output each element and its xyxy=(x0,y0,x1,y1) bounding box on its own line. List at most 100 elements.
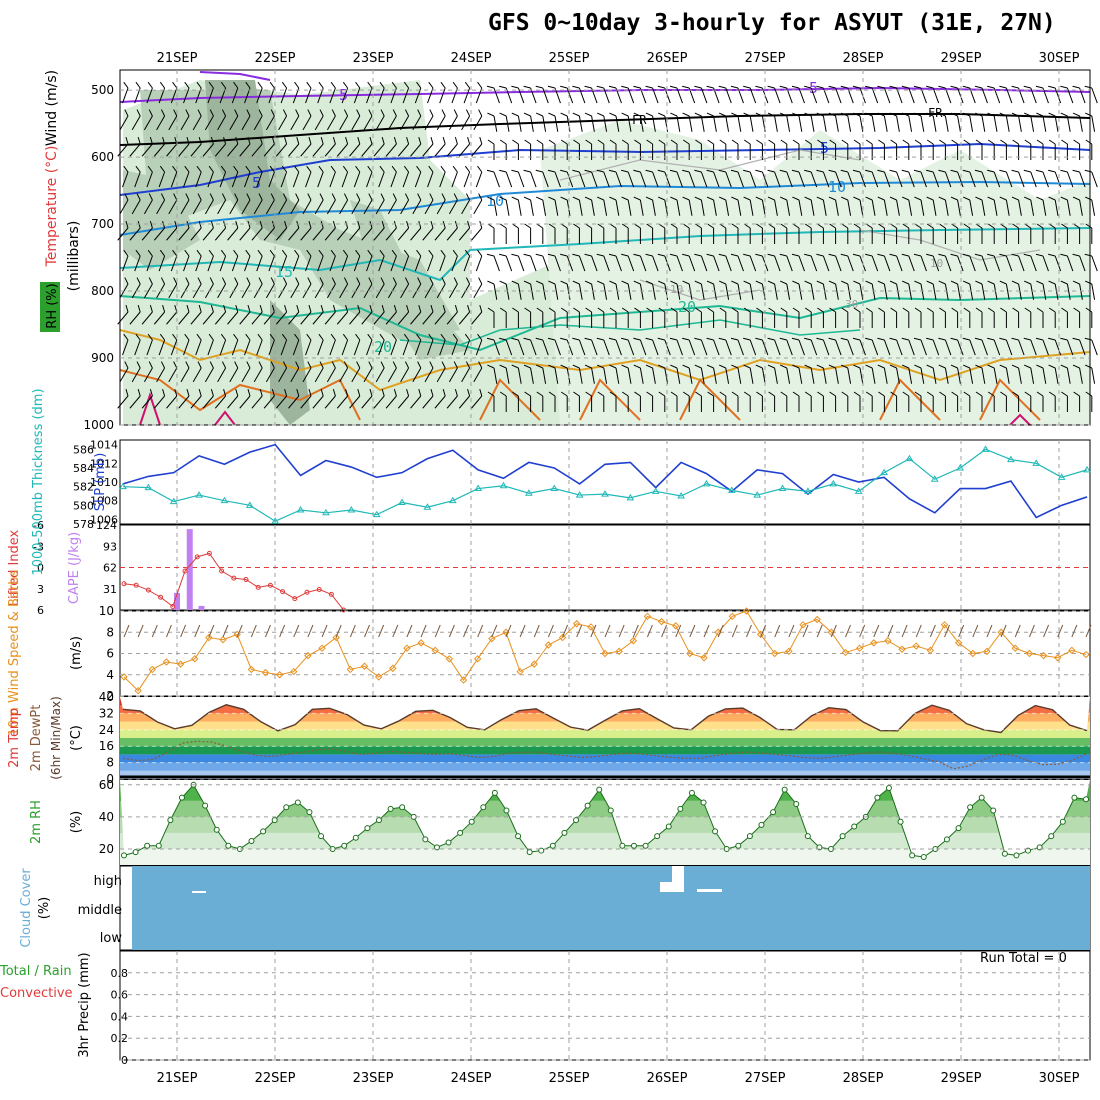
barb-shaft xyxy=(448,283,458,299)
barb-shaft xyxy=(920,339,927,356)
wind-barb xyxy=(439,333,446,356)
wind-barb xyxy=(658,307,666,328)
barb-flag xyxy=(962,364,971,369)
wind-barb xyxy=(560,307,568,328)
barb-shaft xyxy=(190,143,202,157)
barb-shaft xyxy=(256,255,263,272)
barb-flag xyxy=(853,223,861,229)
barb-shaft xyxy=(1030,115,1035,132)
wind-barb xyxy=(141,388,153,409)
barb-flag xyxy=(950,337,958,341)
barb-shaft xyxy=(896,115,900,132)
barb-flag xyxy=(706,280,714,285)
wind-barb xyxy=(743,364,754,384)
surface-barb xyxy=(1085,624,1092,638)
wind-barb xyxy=(535,253,549,272)
wind-barb xyxy=(351,361,361,383)
barb-flag xyxy=(512,223,519,229)
barb-shaft xyxy=(822,255,830,272)
barb-flag xyxy=(597,139,605,145)
barb-shaft xyxy=(1030,171,1037,188)
barb-flag xyxy=(926,169,934,173)
surface-barb xyxy=(1028,624,1035,638)
barb-flag xyxy=(914,112,922,117)
surface-barb xyxy=(349,624,356,638)
barb-flag xyxy=(560,223,568,229)
barb-flag xyxy=(391,165,397,173)
wind-barb xyxy=(1048,112,1059,132)
barb-flag xyxy=(429,361,434,369)
wind-barb xyxy=(1011,337,1025,356)
barb-flag xyxy=(499,223,507,229)
barb-flag xyxy=(572,169,580,173)
barb-flag xyxy=(695,307,702,313)
barb-flag xyxy=(148,361,153,369)
rh-marker xyxy=(167,817,174,824)
barb-shaft xyxy=(231,87,239,104)
wind-barb xyxy=(170,81,178,104)
thickness-marker xyxy=(144,483,153,491)
wind-barb xyxy=(1024,391,1032,412)
wind-barb xyxy=(312,388,324,409)
cloud-tick: high xyxy=(94,874,122,889)
barb-flag xyxy=(987,364,995,369)
barb-flag xyxy=(148,193,153,201)
barb-shaft xyxy=(932,115,937,132)
barb-flag xyxy=(779,253,787,257)
wind-barb xyxy=(950,364,961,384)
wind-barb xyxy=(695,307,702,328)
barb-flag xyxy=(670,112,678,117)
barb-flag xyxy=(950,364,958,369)
barb-shaft xyxy=(688,367,693,384)
wind-barb xyxy=(670,364,681,384)
wind-barb xyxy=(621,307,629,328)
wind-barb xyxy=(361,304,373,325)
barb-flag xyxy=(306,165,312,173)
wind-barb xyxy=(397,304,410,325)
pressure-tick: 1000 xyxy=(83,418,114,432)
rh-marker xyxy=(596,786,603,793)
surface-barb xyxy=(972,624,979,638)
barb-shaft xyxy=(896,171,903,188)
barb-flag xyxy=(987,391,995,397)
wind-marker xyxy=(247,665,256,674)
surface-barb xyxy=(392,624,399,638)
barb-shaft xyxy=(214,227,226,241)
barb-flag xyxy=(926,223,934,229)
barb-flag xyxy=(755,337,763,341)
wind-barb xyxy=(853,391,861,412)
wind-barb xyxy=(448,193,458,215)
barb-flag xyxy=(816,253,824,257)
barb-flag xyxy=(270,277,275,285)
wind-barb xyxy=(397,220,410,241)
barb-shaft xyxy=(542,171,549,188)
barb-shaft xyxy=(361,311,373,325)
wind-barb xyxy=(292,165,300,188)
barb-flag xyxy=(706,169,714,173)
wind-barb xyxy=(486,253,500,272)
barb-flag xyxy=(669,337,678,341)
thickness-tick: 578 xyxy=(73,518,94,531)
barb-flag xyxy=(621,307,629,313)
barb-flag xyxy=(430,388,434,397)
wind-marker xyxy=(884,637,892,645)
barb-shaft xyxy=(397,143,409,157)
barb-shaft xyxy=(134,171,141,188)
wind-barb xyxy=(573,307,580,328)
wind-barb xyxy=(840,169,854,188)
barb-shaft xyxy=(1018,115,1022,132)
barb-flag xyxy=(125,304,129,313)
barb-flag xyxy=(535,253,543,257)
rh-marker xyxy=(607,807,614,814)
barb-shaft xyxy=(434,395,446,409)
wind-barb xyxy=(207,165,214,188)
wind-barb xyxy=(134,165,141,188)
surface-barb xyxy=(477,624,484,638)
barb-flag xyxy=(792,391,800,397)
wind-barb xyxy=(804,391,812,412)
wind-barb xyxy=(840,253,854,272)
barb-shaft xyxy=(1054,255,1062,272)
wind-barb xyxy=(390,333,397,356)
barb-shaft xyxy=(822,115,827,132)
barb-flag xyxy=(682,223,690,229)
